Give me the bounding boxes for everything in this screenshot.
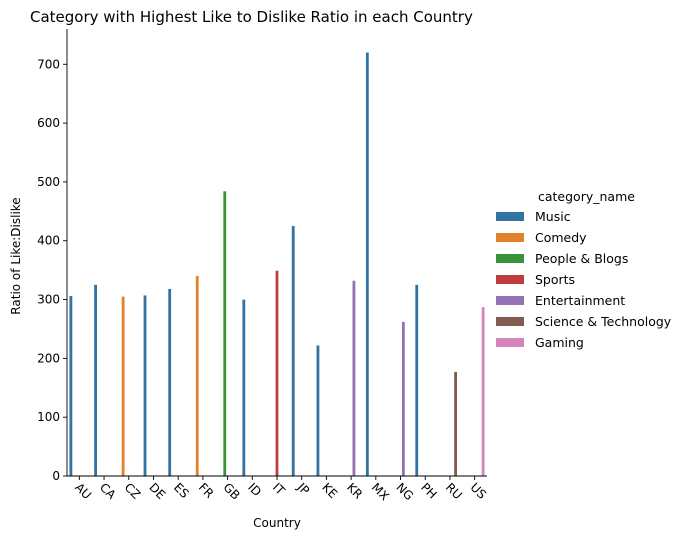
legend-swatch-music — [496, 212, 524, 221]
bar-entertainment-ng — [401, 321, 405, 476]
x-tick-label-ca: CA — [97, 480, 119, 502]
x-tick-label-au: AU — [72, 480, 94, 502]
x-tick-label-es: ES — [171, 480, 192, 501]
x-tick-label-kr: KR — [344, 480, 365, 501]
y-tick-label: 200 — [37, 351, 60, 365]
x-tick-label-ru: RU — [443, 480, 465, 502]
legend-swatch-science-technology — [496, 317, 524, 326]
x-tick-label-it: IT — [270, 480, 288, 498]
legend-swatch-comedy — [496, 233, 524, 242]
bar-science-technology-ru — [454, 371, 457, 476]
bar-sports-it — [275, 270, 279, 476]
bar-music-id — [242, 299, 246, 476]
x-tick-label-mx: MX — [369, 480, 392, 503]
plot-area — [69, 52, 485, 476]
x-ticks: AU CA CZ DE ES FR GB ID IT JP KE KR MX NG PH RU US — [72, 476, 489, 503]
legend-label-comedy: Comedy — [535, 230, 587, 245]
y-tick-label: 400 — [37, 234, 60, 248]
y-tick-label: 700 — [37, 57, 60, 71]
legend-label-sports: Sports — [535, 272, 575, 287]
legend-title: category_name — [538, 189, 635, 204]
x-tick-label-cz: CZ — [122, 480, 144, 502]
bar-people-blogs-gb — [223, 191, 227, 476]
legend-swatch-people-blogs — [496, 254, 524, 263]
bar-music-mx — [365, 52, 369, 476]
x-tick-label-ph: PH — [418, 480, 439, 501]
legend-swatch-gaming — [496, 338, 524, 347]
bar-music-ke — [316, 345, 320, 476]
y-tick-label: 100 — [37, 410, 60, 424]
legend-label-people-blogs: People & Blogs — [535, 251, 628, 266]
x-tick-label-ng: NG — [393, 480, 416, 503]
bar-music-jp — [291, 226, 295, 476]
y-tick-label: 300 — [37, 293, 60, 307]
x-tick-label-jp: JP — [294, 480, 312, 498]
x-tick-label-id: ID — [245, 480, 264, 499]
legend-swatch-sports — [496, 275, 524, 284]
x-tick-label-de: DE — [146, 480, 168, 502]
y-tick-label: 0 — [52, 469, 60, 483]
bar-comedy-cz — [121, 296, 125, 476]
x-tick-label-ke: KE — [319, 480, 340, 501]
bar-comedy-fr — [195, 276, 199, 476]
x-tick-label-gb: GB — [220, 480, 242, 502]
x-axis-label: Country — [253, 516, 301, 530]
bar-music-de — [143, 295, 147, 476]
y-axis-label: Ratio of Like:Dislike — [9, 197, 23, 314]
y-tick-label: 600 — [37, 116, 60, 130]
legend: category_name Music Comedy People & Blogs S… — [496, 189, 672, 350]
legend-swatch-entertainment — [496, 296, 524, 305]
bar-music-au — [69, 296, 73, 476]
y-ticks: 0 100 200 300 400 500 600 700 — [37, 57, 67, 483]
x-tick-label-fr: FR — [196, 480, 217, 501]
chart-title: Category with Highest Like to Dislike Ra… — [30, 8, 473, 26]
legend-label-music: Music — [535, 209, 571, 224]
bar-music-es — [168, 288, 172, 476]
bar-music-ca — [94, 284, 97, 476]
y-tick-label: 500 — [37, 175, 60, 189]
bar-gaming-us — [481, 307, 485, 476]
legend-label-entertainment: Entertainment — [535, 293, 625, 308]
legend-label-gaming: Gaming — [535, 335, 584, 350]
x-tick-label-us: US — [468, 480, 490, 502]
bar-music-ph — [415, 284, 419, 476]
bar-entertainment-kr — [352, 280, 356, 476]
legend-label-science-technology: Science & Technology — [535, 314, 672, 329]
